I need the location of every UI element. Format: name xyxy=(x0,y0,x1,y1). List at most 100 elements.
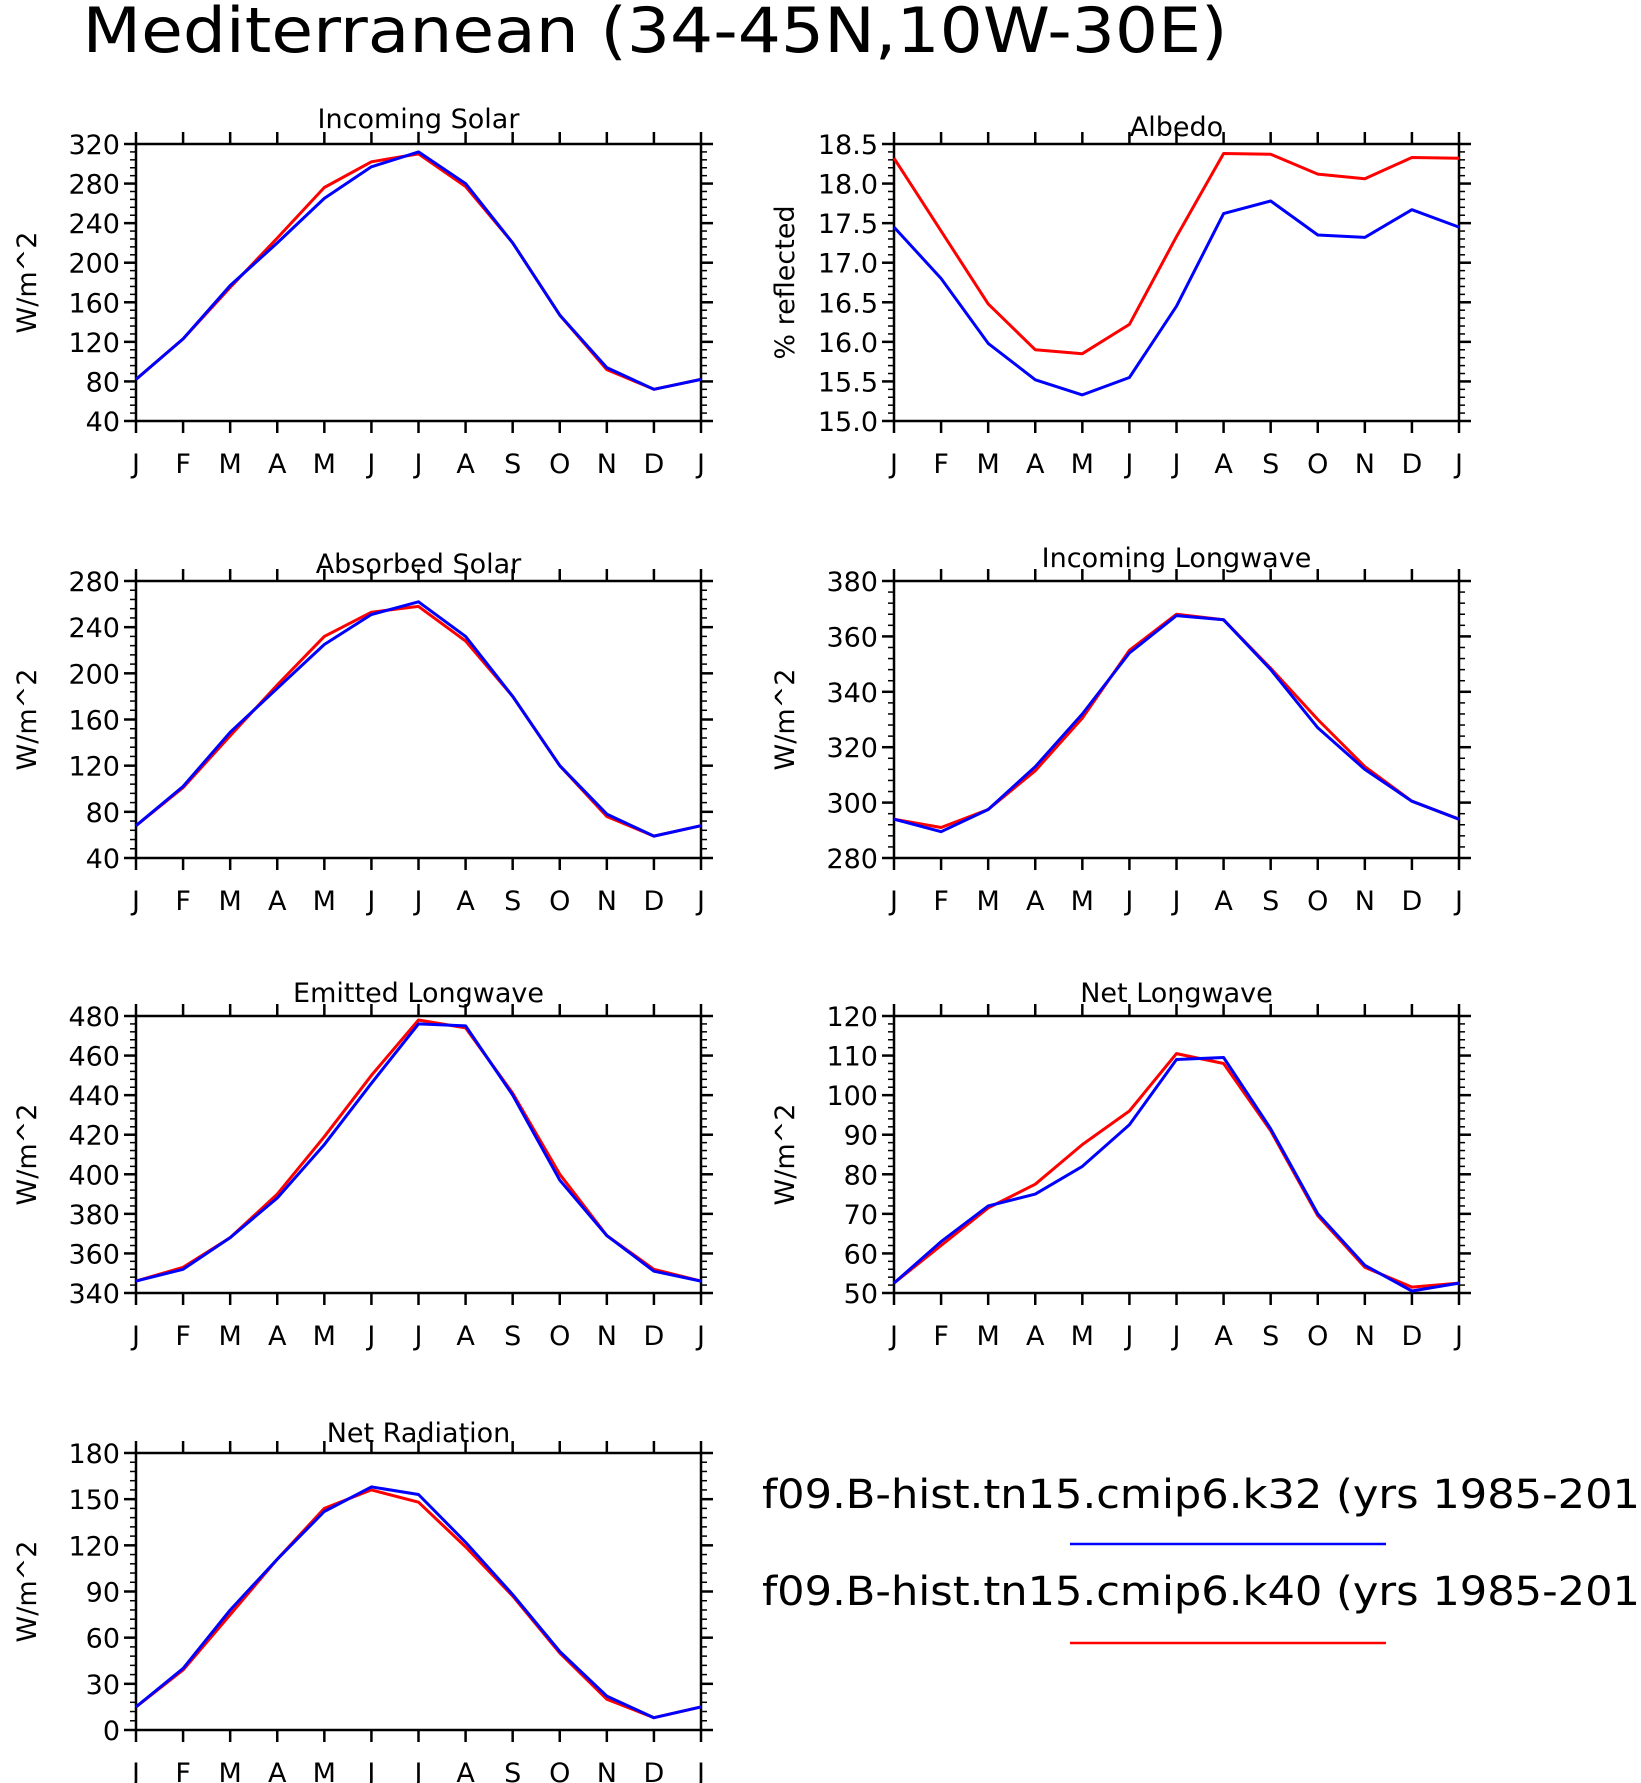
y-tick-label: 160 xyxy=(68,288,120,319)
x-tick-label: A xyxy=(268,1321,287,1352)
y-tick-label: 120 xyxy=(68,752,120,783)
x-tick-label: S xyxy=(504,1758,521,1783)
y-tick-label: 70 xyxy=(844,1200,878,1231)
y-tick-label: 240 xyxy=(68,613,120,644)
y-tick-label: 200 xyxy=(68,659,120,690)
y-tick-label: 280 xyxy=(68,170,120,201)
x-tick-label: N xyxy=(597,1758,617,1783)
plot-frame xyxy=(134,579,703,860)
legend-label: f09.B-hist.tn15.cmip6.k40 (yrs 1985-201 xyxy=(762,1569,1640,1615)
x-tick-label: J xyxy=(888,449,898,480)
y-tick-label: 15.5 xyxy=(818,367,878,398)
x-tick-label: J xyxy=(130,449,140,480)
y-tick-label: 80 xyxy=(86,367,120,398)
x-tick-label: M xyxy=(219,449,242,480)
x-tick-label: A xyxy=(456,886,475,917)
y-tick-label: 60 xyxy=(844,1239,878,1270)
panel-2: Albedo15.015.516.016.517.017.518.018.5% … xyxy=(770,112,1471,480)
x-tick-label: J xyxy=(130,1321,140,1352)
y-tick-label: 320 xyxy=(68,130,120,161)
y-tick-label: 480 xyxy=(68,1002,120,1033)
y-tick-label: 100 xyxy=(826,1081,878,1112)
x-tick-label: D xyxy=(644,886,665,917)
x-tick-label: J xyxy=(1123,449,1133,480)
panel-1: Incoming Solar 40 80 120 160 200 240 280 320 W/m^… xyxy=(12,104,713,480)
series-line-k32 xyxy=(135,1485,702,1720)
y-tick-label: 280 xyxy=(68,567,120,598)
x-tick-label: D xyxy=(1402,1321,1423,1352)
x-tick-label: M xyxy=(219,1758,242,1783)
x-tick-label: A xyxy=(1026,886,1045,917)
panel-title: Incoming Solar xyxy=(318,104,521,135)
y-tick-label: 17.5 xyxy=(818,209,878,240)
y-axis-label: W/m^2 xyxy=(12,1104,43,1206)
x-tick-label: J xyxy=(365,886,375,917)
x-tick-label: F xyxy=(933,449,949,480)
x-tick-label: A xyxy=(1214,1321,1233,1352)
y-tick-label: 460 xyxy=(68,1042,120,1073)
x-tick-label: J xyxy=(695,1758,705,1783)
x-tick-label: O xyxy=(1307,1321,1328,1352)
x-tick-label: D xyxy=(1402,449,1423,480)
plot-frame xyxy=(892,579,1461,860)
y-tick-label: 340 xyxy=(826,678,878,709)
x-tick-label: M xyxy=(313,449,336,480)
x-tick-label: M xyxy=(219,1321,242,1352)
y-tick-label: 80 xyxy=(844,1160,878,1191)
figure-title: Mediterranean (34-45N,10W-30E) xyxy=(83,0,1228,67)
x-tick-label: O xyxy=(549,886,570,917)
x-tick-label: J xyxy=(695,1321,705,1352)
x-tick-label: M xyxy=(313,1758,336,1783)
x-tick-label: A xyxy=(1026,449,1045,480)
x-tick-label: O xyxy=(549,449,570,480)
x-tick-label: M xyxy=(313,886,336,917)
y-tick-label: 110 xyxy=(826,1042,878,1073)
y-tick-label: 340 xyxy=(68,1279,120,1310)
x-tick-label: N xyxy=(597,449,617,480)
x-tick-label: J xyxy=(130,886,140,917)
x-tick-label: A xyxy=(268,449,287,480)
x-tick-label: M xyxy=(313,1321,336,1352)
panel-title: Net Longwave xyxy=(1080,978,1273,1009)
y-axis-label: W/m^2 xyxy=(770,669,801,771)
panel-title: Incoming Longwave xyxy=(1042,543,1312,574)
x-tick-label: M xyxy=(977,449,1000,480)
series-line-k40 xyxy=(893,612,1460,829)
x-tick-label: D xyxy=(644,449,665,480)
y-tick-label: 120 xyxy=(68,1531,120,1562)
x-tick-label: S xyxy=(504,449,521,480)
panels-group: Incoming Solar 40 80 120 160 200 240 280 320 W/m^… xyxy=(12,104,1471,1783)
y-tick-label: 90 xyxy=(844,1121,878,1152)
panel-5: Emitted Longwave 340 360 380 400 420 440 460 480… xyxy=(12,978,713,1352)
series-line-k40 xyxy=(135,1488,702,1720)
x-tick-label: S xyxy=(1262,449,1279,480)
y-tick-label: 420 xyxy=(68,1121,120,1152)
y-tick-label: 160 xyxy=(68,706,120,737)
x-tick-label: F xyxy=(175,1758,191,1783)
plot-frame xyxy=(134,142,703,423)
x-tick-label: A xyxy=(1026,1321,1045,1352)
y-tick-label: 0 xyxy=(103,1716,120,1747)
x-tick-label: J xyxy=(1171,1321,1181,1352)
x-tick-label: F xyxy=(933,1321,949,1352)
x-tick-label: J xyxy=(1171,886,1181,917)
legend: f09.B-hist.tn15.cmip6.k32 (yrs 1985-201 f… xyxy=(762,1472,1640,1645)
x-tick-label: F xyxy=(933,886,949,917)
y-axis-label: W/m^2 xyxy=(12,669,43,771)
y-tick-label: 400 xyxy=(68,1160,120,1191)
x-tick-label: J xyxy=(130,1758,140,1783)
x-tick-label: A xyxy=(1214,449,1233,480)
plot-frame xyxy=(892,1014,1461,1295)
series-line-k40 xyxy=(893,1052,1460,1289)
series-line-k32 xyxy=(135,150,702,391)
x-tick-label: N xyxy=(1355,886,1375,917)
y-tick-label: 440 xyxy=(68,1081,120,1112)
x-tick-label: O xyxy=(549,1758,570,1783)
x-tick-label: N xyxy=(1355,449,1375,480)
x-tick-label: J xyxy=(888,1321,898,1352)
y-tick-label: 18.5 xyxy=(818,130,878,161)
x-tick-label: S xyxy=(1262,1321,1279,1352)
